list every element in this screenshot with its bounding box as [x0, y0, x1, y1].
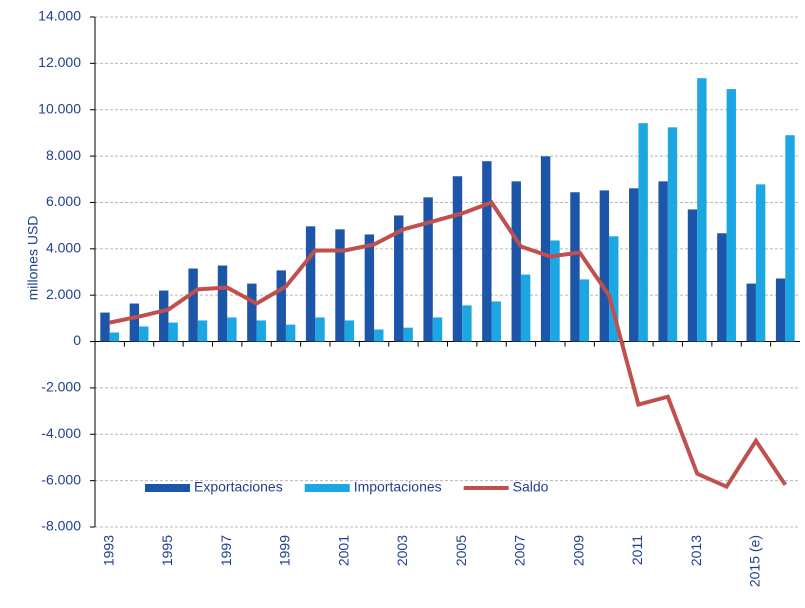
y-tick-label: 14.000 — [38, 8, 81, 24]
bar — [462, 305, 472, 342]
bar — [256, 320, 266, 342]
x-tick-label: 1999 — [277, 535, 293, 566]
bar — [276, 270, 286, 342]
bar — [638, 123, 648, 342]
bar — [364, 234, 375, 342]
bar — [374, 329, 384, 342]
y-tick-label: 6.000 — [46, 193, 81, 209]
x-tick-label: 1997 — [218, 535, 234, 566]
x-tick-label: 2011 — [629, 535, 645, 565]
bar — [609, 236, 619, 342]
bar — [197, 320, 208, 342]
bar — [168, 322, 178, 342]
y-tick-label: 2.000 — [46, 286, 81, 302]
x-tick-label: 2009 — [570, 535, 586, 566]
bar — [755, 184, 766, 342]
x-tick-label: 2005 — [453, 535, 469, 566]
y-tick-label: 10.000 — [38, 100, 81, 116]
x-tick-label: 2013 — [688, 535, 704, 566]
bar — [305, 226, 316, 342]
bar — [227, 317, 237, 342]
bar — [550, 240, 560, 342]
bar — [139, 326, 149, 342]
legend-swatch — [304, 484, 350, 492]
y-tick-label: 4.000 — [46, 240, 81, 256]
bar — [100, 312, 110, 342]
bar — [394, 215, 404, 342]
y-tick-label: -8.000 — [41, 518, 81, 534]
bar — [344, 320, 355, 342]
bar — [159, 290, 169, 342]
legend-label: Exportaciones — [194, 479, 283, 495]
bar — [658, 181, 668, 342]
bar — [629, 188, 639, 342]
bar — [423, 197, 433, 342]
x-tick-label: 2001 — [335, 535, 351, 566]
bar — [599, 190, 610, 342]
bar — [775, 278, 786, 342]
x-tick-label: 2015 (e) — [747, 535, 763, 587]
legend-swatch — [145, 484, 190, 492]
legend-label: Saldo — [513, 479, 549, 495]
bar — [667, 127, 678, 342]
y-tick-label: 12.000 — [38, 54, 81, 70]
bar — [109, 332, 120, 342]
y-tick-label: -2.000 — [41, 379, 81, 395]
bar — [540, 156, 551, 342]
line — [109, 200, 787, 490]
x-tick-label: 2003 — [394, 535, 410, 566]
bar — [315, 317, 325, 342]
bar — [285, 324, 296, 342]
bar — [335, 229, 345, 342]
legend-label: Importaciones — [354, 479, 442, 495]
bar — [746, 283, 756, 342]
bar — [511, 181, 521, 342]
bar — [579, 279, 590, 342]
y-axis-label: millones USD — [25, 216, 41, 301]
bar — [687, 209, 698, 342]
bar — [785, 135, 795, 342]
bar — [482, 161, 492, 342]
bar — [697, 78, 707, 342]
y-tick-label: -4.000 — [41, 425, 81, 441]
x-tick-label: 1995 — [159, 535, 175, 566]
bar — [520, 274, 531, 342]
bar — [570, 192, 580, 342]
bar — [717, 233, 727, 342]
bar — [188, 268, 198, 342]
bar — [452, 176, 463, 342]
bar — [403, 327, 413, 342]
x-tick-label: 2007 — [512, 535, 528, 566]
y-tick-label: 0 — [73, 332, 81, 348]
bar — [129, 303, 140, 342]
y-tick-label: -6.000 — [41, 471, 81, 487]
bar — [217, 265, 228, 342]
y-tick-label: 8.000 — [46, 147, 81, 163]
bar — [432, 317, 443, 342]
bar — [726, 89, 736, 342]
bar — [491, 301, 501, 342]
bar — [247, 283, 257, 342]
x-tick-label: 1993 — [100, 535, 116, 566]
